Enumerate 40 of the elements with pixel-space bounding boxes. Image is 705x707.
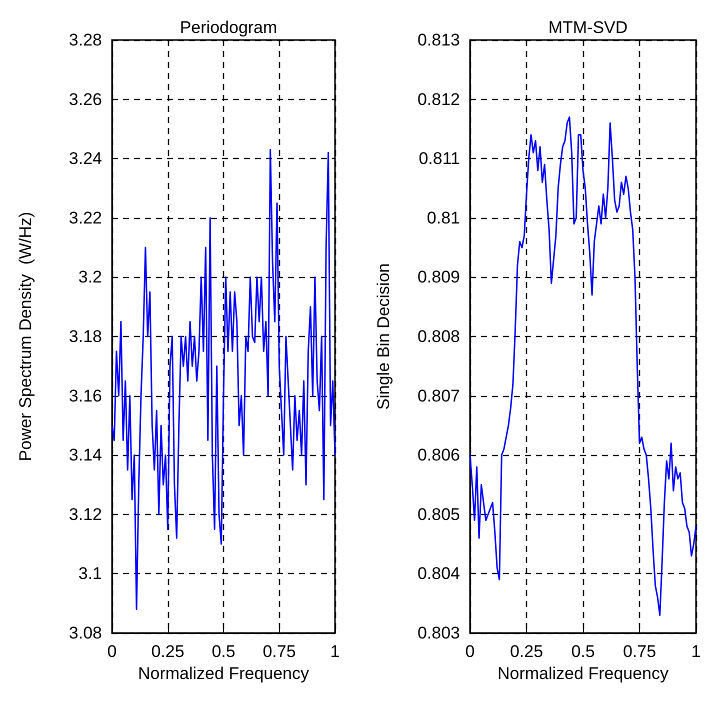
chart-title: Periodogram [180,18,278,37]
y-tick-label: 3.1 [78,564,102,584]
y-tick-label: 3.18 [68,327,102,346]
y-tick-label: 0.813 [417,30,460,50]
y-tick-label: 0.808 [417,327,460,346]
y-tick-label: 0.805 [417,504,460,524]
y-tick-label: 0.804 [417,564,460,584]
chart-title: MTM-SVD [548,18,628,37]
y-tick-label: 3.08 [68,624,102,642]
y-tick-label: 3.12 [68,504,102,524]
y-tick-label: 3.2 [78,268,102,287]
x-tick-label: 0.5 [571,642,595,661]
x-axis-title: Normalized Frequency [138,664,310,683]
y-tick-label: 3.14 [68,446,102,465]
y-tick-label: 0.803 [417,624,460,642]
x-tick-label: 0.75 [262,642,296,661]
x-axis-title: Normalized Frequency [497,664,670,683]
x-tick-label: 0 [107,642,117,661]
y-tick-label: 3.22 [68,208,102,228]
y-axis-title: Power Spectrum Density (W/Hz) [16,212,35,462]
x-tick-label: 0.5 [212,642,236,661]
x-tick-label: 0.75 [622,642,656,661]
y-tick-label: 0.81 [426,208,460,228]
y-tick-label: 3.26 [68,90,102,109]
x-tick-label: 0.25 [510,642,544,661]
line-series [469,116,697,616]
y-tick-label: 0.809 [417,268,460,287]
x-tick-label: 0.25 [151,642,184,661]
y-tick-label: 3.16 [68,386,102,406]
y-tick-label: 0.806 [417,446,460,465]
x-tick-label: 1 [330,642,340,661]
y-tick-label: 0.811 [418,149,460,168]
y-tick-label: 3.24 [68,149,102,168]
y-tick-label: 0.812 [417,90,460,109]
y-tick-label: 0.807 [417,386,460,406]
y-tick-label: 3.28 [68,30,102,50]
y-axis-title: Single Bin Decision [374,263,393,410]
x-tick-label: 1 [691,642,701,661]
x-tick-label: 0 [465,642,475,661]
line-series [111,148,336,610]
